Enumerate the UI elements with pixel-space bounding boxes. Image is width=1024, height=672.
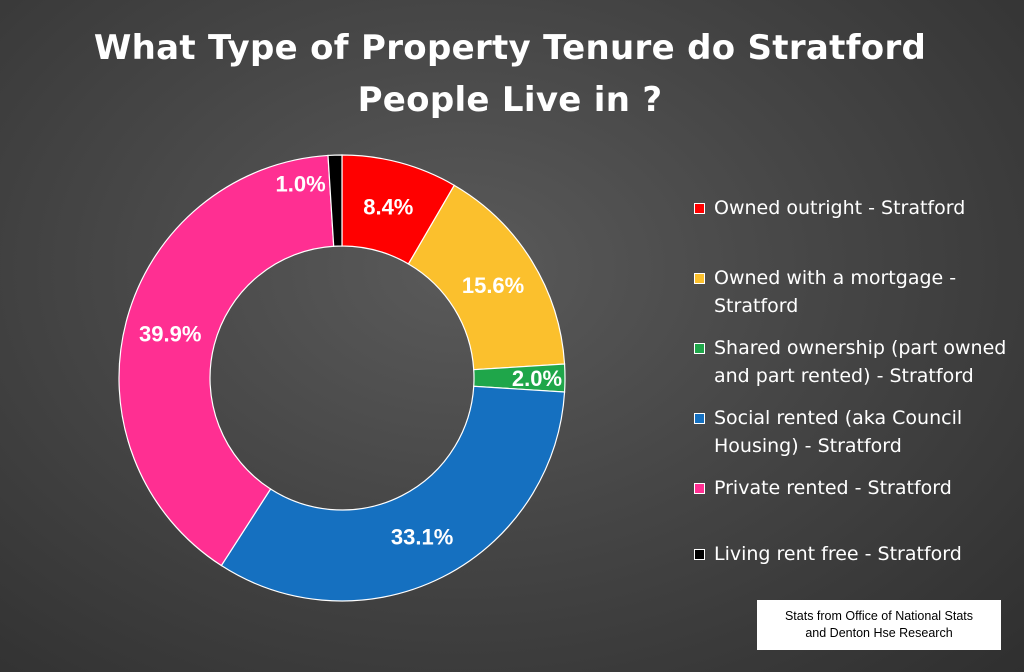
- data-label-1: 8.4%: [363, 195, 413, 220]
- chart-title-line-2: People Live in ?: [357, 80, 663, 120]
- slice-social-rented: [220, 385, 566, 602]
- legend-swatch-4: [694, 413, 705, 424]
- data-label-6: 1.0%: [276, 172, 326, 197]
- legend-item-3: Shared ownership (part owned and part ren…: [694, 334, 1014, 390]
- slice-living-rent-free: [327, 154, 343, 247]
- legend-label-4: Social rented (aka Council Housing) - Str…: [714, 407, 963, 457]
- data-label-5: 39.9%: [139, 321, 201, 346]
- legend-swatch-1: [694, 203, 705, 214]
- legend-swatch-2: [694, 273, 705, 284]
- source-note: Stats from Office of National Stats and …: [757, 600, 1001, 650]
- slice-private-rented: [118, 154, 335, 567]
- legend-item-1: Owned outright - Stratford: [694, 194, 1014, 222]
- source-note-line-1: Stats from Office of National Stats: [784, 609, 974, 623]
- data-label-2: 15.6%: [462, 273, 524, 298]
- chart-title: What Type of Property Tenure do Stratfor…: [60, 22, 960, 126]
- source-note-line-2: and Denton Hse Research: [805, 626, 953, 640]
- data-label-4: 33.1%: [391, 524, 453, 549]
- legend-label-2: Owned with a mortgage - Stratford: [714, 267, 957, 317]
- chart-title-line-1: What Type of Property Tenure do Stratfor…: [93, 28, 927, 68]
- legend-label-5: Private rented - Stratford: [714, 477, 952, 499]
- legend-swatch-5: [694, 483, 705, 494]
- legend-label-3: Shared ownership (part owned and part ren…: [714, 337, 1007, 387]
- legend-item-6: Living rent free - Stratford: [694, 540, 1014, 568]
- legend-item-2: Owned with a mortgage - Stratford: [694, 264, 1014, 320]
- legend-item-4: Social rented (aka Council Housing) - Str…: [694, 404, 1014, 460]
- legend-item-5: Private rented - Stratford: [694, 474, 1014, 502]
- legend-label-1: Owned outright - Stratford: [714, 197, 966, 219]
- legend-swatch-6: [694, 549, 705, 560]
- data-label-3: 2.0%: [512, 366, 562, 391]
- legend-swatch-3: [694, 343, 705, 354]
- legend-label-6: Living rent free - Stratford: [714, 543, 962, 565]
